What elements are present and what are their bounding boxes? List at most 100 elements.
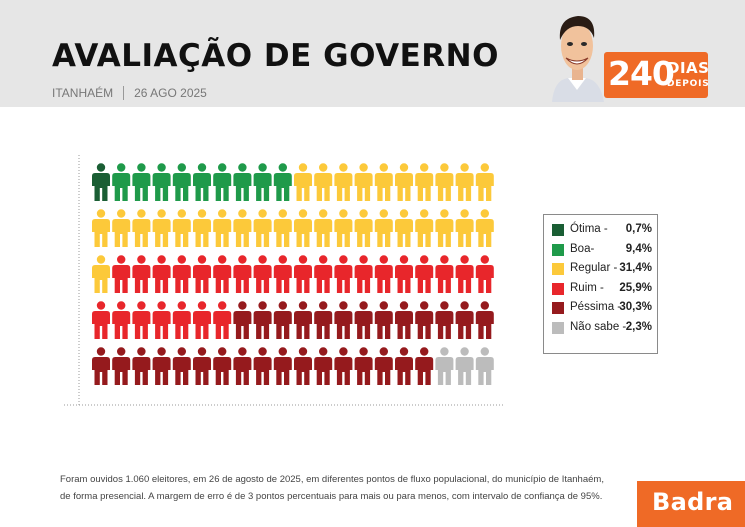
legend-value: 9,4% — [625, 242, 652, 255]
days-badge: 240 DIAS DEPOIS — [604, 52, 710, 98]
person-icons-group — [92, 163, 494, 385]
person-icon-não-sabe — [475, 347, 494, 385]
person-icon-ruim — [132, 301, 151, 339]
person-icon-péssima — [294, 347, 312, 385]
person-icon-péssima — [334, 301, 353, 339]
person-icon-péssima — [152, 347, 171, 385]
person-icon-regular — [112, 209, 131, 247]
person-icon-regular — [334, 209, 353, 247]
legend-swatch — [552, 224, 564, 236]
legend-item: Ruim - 25,9% — [552, 282, 652, 296]
methodology-footnote: Foram ouvidos 1.060 eleitores, em 26 de … — [60, 471, 640, 505]
person-icon-ruim — [294, 255, 312, 293]
legend-value: 30,3% — [619, 301, 652, 313]
person-icon-ruim — [193, 301, 211, 339]
person-icon-péssima — [415, 301, 434, 339]
person-icon-péssima — [334, 347, 353, 385]
person-icon-regular — [354, 209, 373, 247]
person-icon-péssima — [253, 347, 272, 385]
legend-item: Não sabe -2,3% — [552, 321, 652, 335]
person-icon-regular — [172, 209, 191, 247]
legend-label: Ruim - — [570, 281, 604, 294]
person-icon-ruim — [415, 255, 434, 293]
badge-label-after: DEPOIS — [667, 79, 710, 89]
legend-swatch — [552, 302, 564, 314]
person-icon-péssima — [273, 347, 292, 385]
person-icon-regular — [374, 209, 393, 247]
person-icon-ruim — [273, 255, 292, 293]
person-icon-ruim — [172, 255, 191, 293]
politician-caricature-illustration — [552, 16, 604, 102]
person-icon-regular — [415, 163, 434, 201]
legend-value: 2,3% — [625, 320, 652, 333]
logo-text: Badra — [652, 488, 734, 516]
badra-logo: Badra — [637, 481, 745, 527]
person-icon-ruim — [172, 301, 191, 339]
person-icon-boa — [132, 163, 151, 201]
person-icon-regular — [314, 163, 333, 201]
footnote-line-1: Foram ouvidos 1.060 eleitores, em 26 de … — [60, 474, 604, 485]
date-label: 26 AGO 2025 — [134, 86, 207, 100]
person-icon-péssima — [273, 301, 292, 339]
person-icon-péssima — [395, 347, 413, 385]
legend-label: Regular - — [570, 262, 618, 274]
person-icon-péssima — [233, 347, 252, 385]
person-icon-ruim — [435, 255, 454, 293]
person-icon-ruim — [132, 255, 151, 293]
person-icon-péssima — [395, 301, 413, 339]
person-icon-regular — [334, 163, 353, 201]
person-icon-péssima — [314, 347, 333, 385]
person-icon-regular — [455, 163, 474, 201]
person-icon-ruim — [112, 255, 131, 293]
person-icon-péssima — [112, 347, 131, 385]
person-icon-ruim — [213, 301, 232, 339]
person-icon-ruim — [213, 255, 232, 293]
person-icon-péssima — [314, 301, 333, 339]
person-icon-péssima — [92, 347, 110, 385]
person-icon-boa — [213, 163, 232, 201]
location-label: ITANHAÉM — [52, 86, 114, 100]
person-icon-ruim — [314, 255, 333, 293]
badge-number: 240 — [608, 54, 675, 93]
person-icon-péssima — [455, 301, 474, 339]
person-icon-regular — [395, 209, 413, 247]
person-icon-péssima — [415, 347, 434, 385]
person-icon-boa — [273, 163, 292, 201]
person-icon-péssima — [193, 347, 211, 385]
person-icon-ruim — [354, 255, 373, 293]
legend-swatch — [552, 243, 564, 256]
person-icon-regular — [253, 209, 272, 247]
legend-item: Boa- 9,4% — [552, 243, 652, 257]
person-icon-regular — [92, 209, 110, 247]
legend-value: 31,4% — [619, 262, 652, 274]
person-icon-regular — [415, 209, 434, 247]
person-icon-regular — [273, 209, 292, 247]
person-icon-boa — [193, 163, 211, 201]
person-icon-péssima — [213, 347, 232, 385]
person-icon-péssima — [374, 301, 393, 339]
person-icon-regular — [475, 163, 494, 201]
person-icon-regular — [213, 209, 232, 247]
person-icon-péssima — [172, 347, 191, 385]
footnote-line-2: de forma presencial. A margem de erro é … — [60, 491, 603, 502]
person-icon-ruim — [334, 255, 353, 293]
person-icon-ruim — [253, 255, 272, 293]
person-icon-ruim — [92, 301, 110, 339]
person-icon-péssima — [253, 301, 272, 339]
person-icon-péssima — [354, 301, 373, 339]
person-icon-regular — [435, 209, 454, 247]
person-icon-ruim — [193, 255, 211, 293]
subtitle-divider — [123, 86, 125, 100]
person-icon-regular — [435, 163, 454, 201]
person-icon-péssima — [435, 301, 454, 339]
person-icon-ruim — [475, 255, 494, 293]
subtitle: ITANHAÉM 26 AGO 2025 — [52, 86, 207, 100]
legend-label: Não sabe - — [570, 320, 627, 333]
person-icon-boa — [112, 163, 131, 201]
person-icon-ruim — [395, 255, 413, 293]
person-icon-ruim — [233, 255, 252, 293]
person-icon-péssima — [294, 301, 312, 339]
person-icon-regular — [193, 209, 211, 247]
legend-swatch — [552, 282, 564, 295]
